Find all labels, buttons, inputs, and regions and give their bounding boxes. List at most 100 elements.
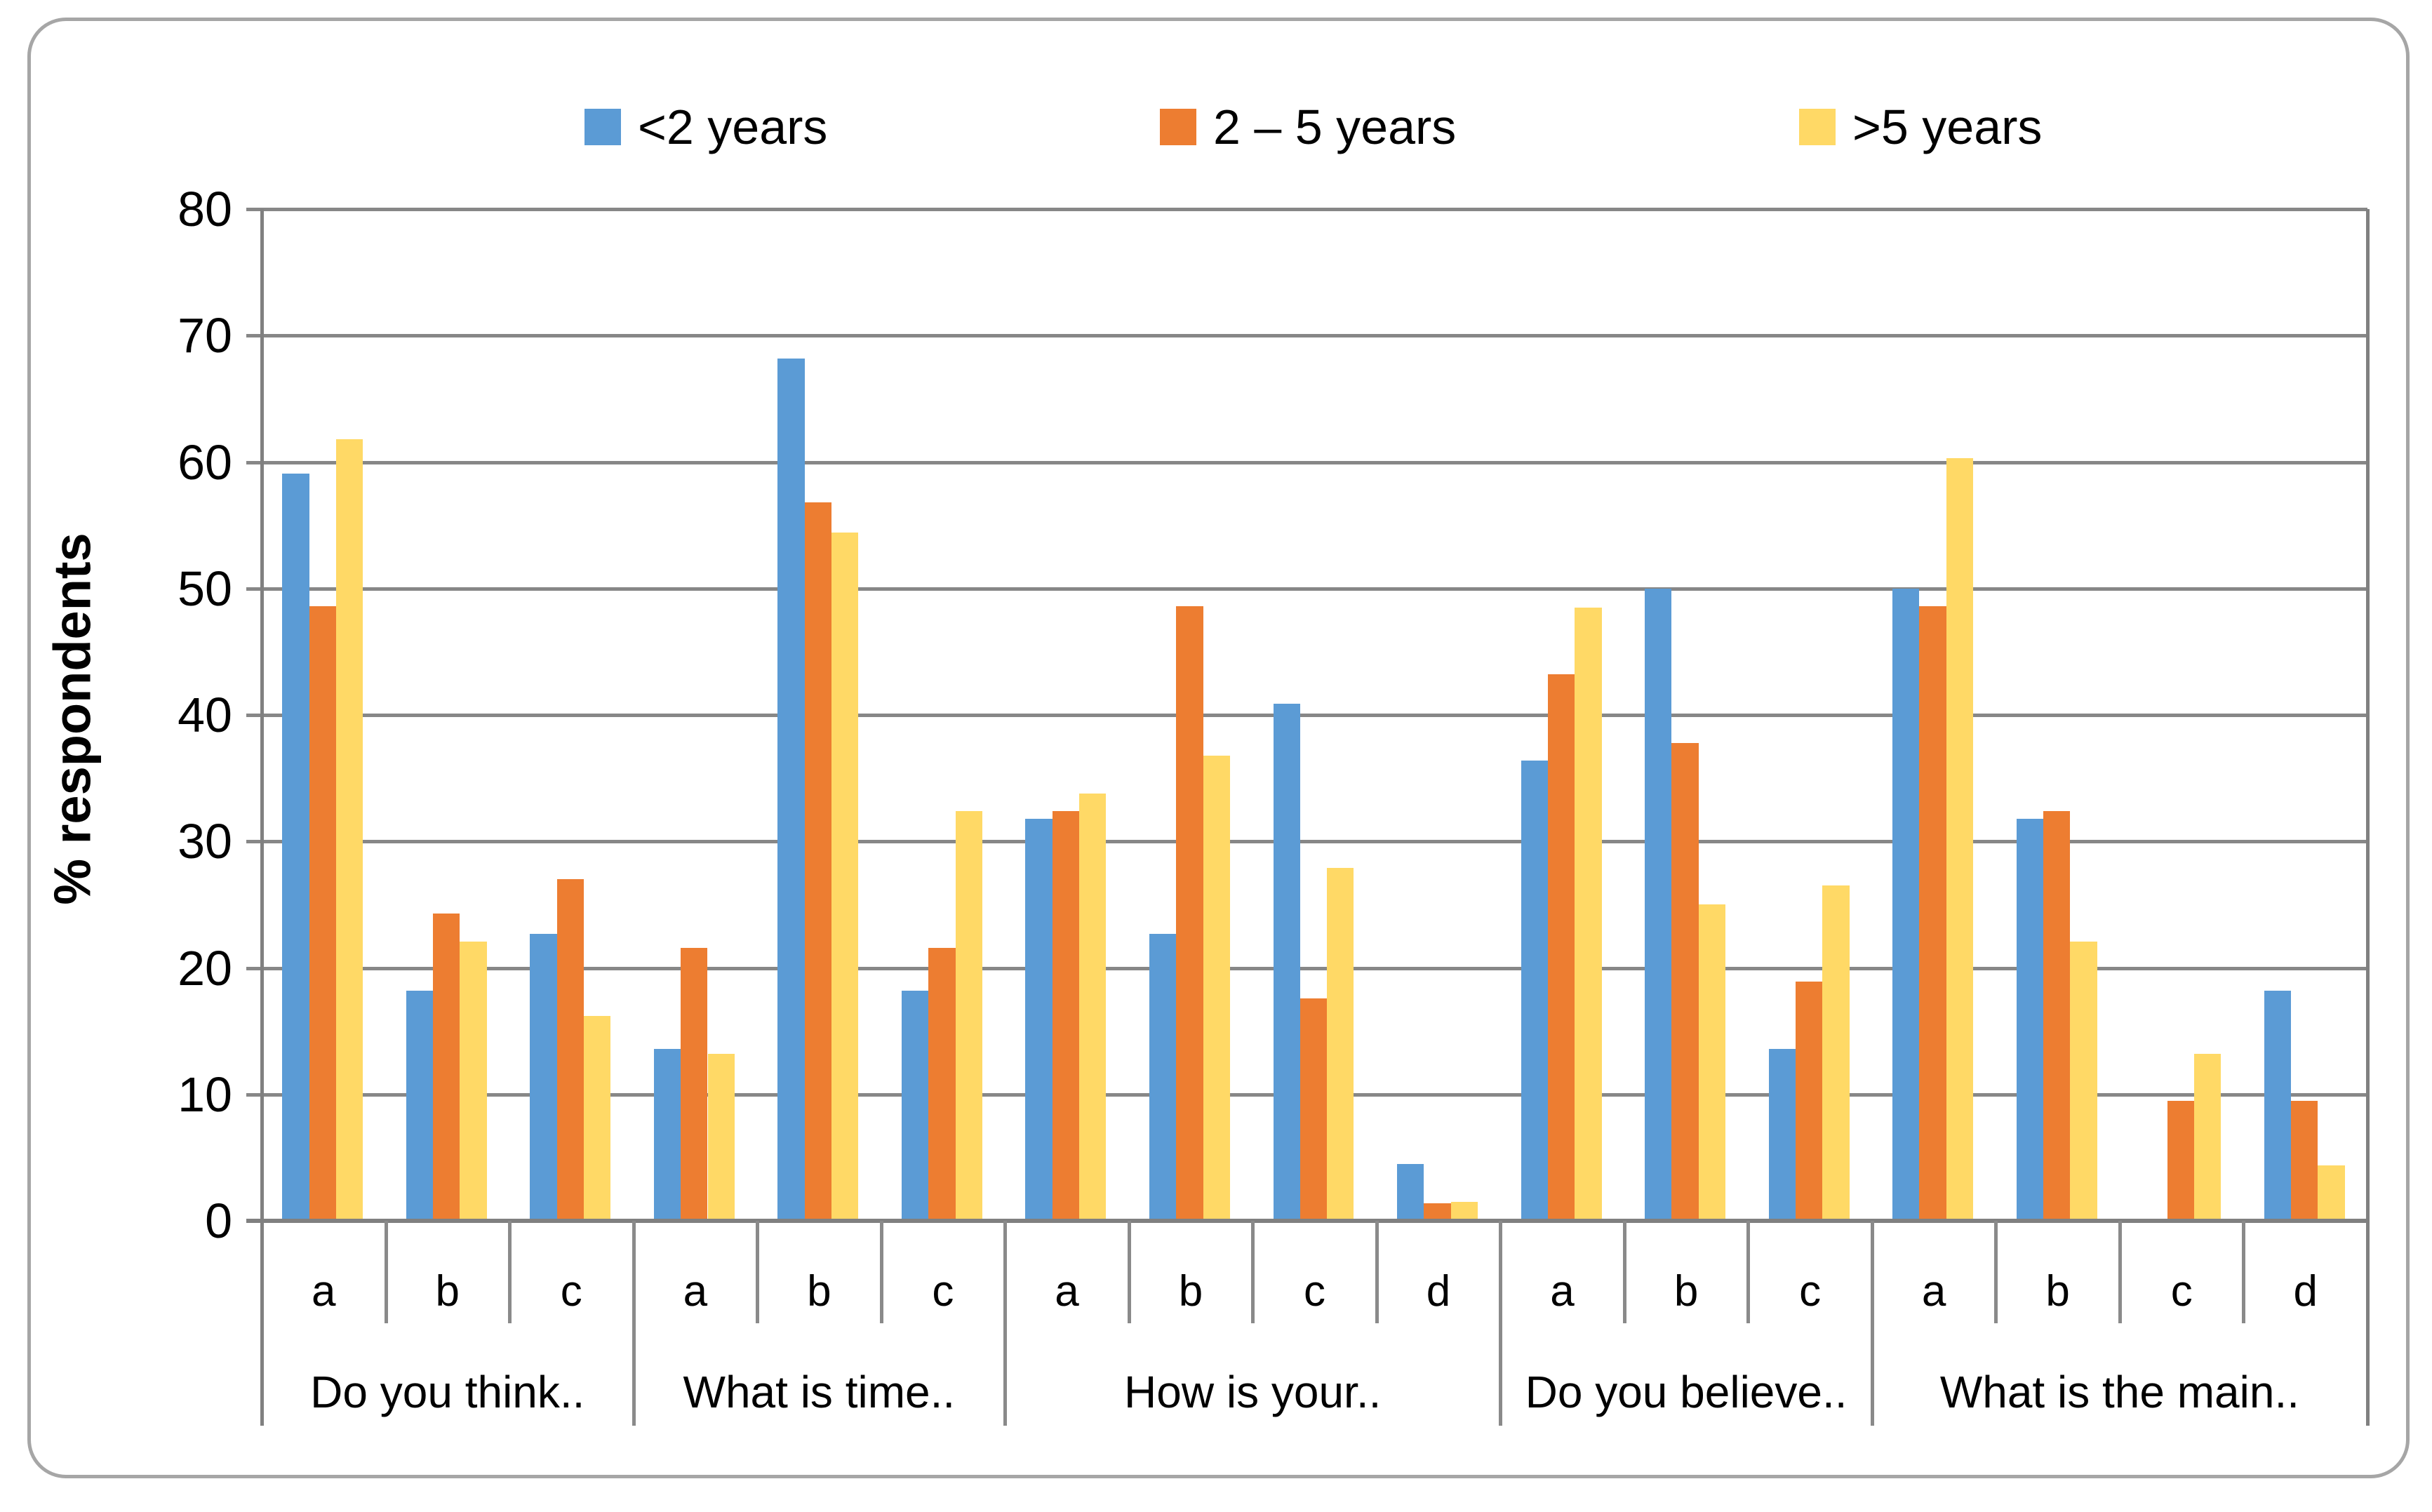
category-separator: [1127, 1221, 1131, 1323]
group-separator: [1499, 1221, 1503, 1426]
bar->5 years-How is your..-d: [1450, 1201, 1478, 1221]
bar-2 – 5 years-What is time..-a: [681, 947, 708, 1221]
bar->5 years-Do you think..-a: [335, 439, 363, 1221]
x-category-label-How is your..-d: d: [1426, 1267, 1451, 1316]
bar->5 years-How is your..-b: [1203, 755, 1230, 1221]
legend-label: <2 years: [638, 100, 828, 154]
bar-<2 years-What is the main..-a: [1892, 588, 1920, 1221]
category-separator: [2118, 1221, 2122, 1323]
y-tick-label-80: 80: [178, 182, 232, 236]
legend-swatch-2-5-years-icon: [1160, 109, 1196, 145]
bar-2 – 5 years-What is the main..-b: [2043, 810, 2071, 1221]
group-separator: [1870, 1221, 1874, 1426]
bar-<2 years-Do you believe..-b: [1645, 588, 1672, 1221]
bar-<2 years-What is time..-b: [777, 358, 805, 1221]
gridline-80: [246, 208, 2367, 211]
bar-2 – 5 years-Do you think..-b: [433, 913, 460, 1221]
x-group-label-What is time..: What is time..: [683, 1367, 956, 1417]
x-group-label-Do you believe..: Do you believe..: [1525, 1367, 1848, 1417]
bar-2 – 5 years-How is your..-d: [1424, 1203, 1451, 1221]
x-category-label-How is your..-b: b: [1178, 1267, 1203, 1316]
legend-label: >5 years: [1852, 100, 2043, 154]
bar-<2 years-How is your..-c: [1273, 703, 1300, 1221]
bar-2 – 5 years-What is the main..-d: [2291, 1100, 2318, 1221]
bar->5 years-What is time..-c: [955, 810, 982, 1221]
bar-2 – 5 years-Do you think..-c: [556, 879, 584, 1221]
plot-right-border: [2366, 209, 2370, 1426]
y-tick-label-10: 10: [178, 1066, 232, 1122]
legend-item-lt2-years: <2 years: [584, 100, 827, 154]
bar-2 – 5 years-Do you believe..-b: [1671, 742, 1699, 1221]
category-separator: [508, 1221, 512, 1323]
bar->5 years-How is your..-a: [1079, 793, 1107, 1221]
x-category-label-What is time..-c: c: [932, 1267, 954, 1316]
bar-2 – 5 years-What is the main..-c: [2167, 1100, 2194, 1221]
category-separator: [1622, 1221, 1626, 1323]
x-category-label-Do you think..-c: c: [560, 1267, 582, 1316]
x-category-label-Do you believe..-c: c: [1799, 1267, 1822, 1316]
y-tick-label-60: 60: [178, 434, 232, 490]
bar-<2 years-What is the main..-d: [2264, 990, 2292, 1221]
x-category-label-Do you think..-a: a: [312, 1267, 336, 1316]
bar->5 years-What is the main..-a: [1946, 458, 1974, 1221]
legend-item-gt5-years: >5 years: [1799, 100, 2042, 154]
legend-swatch-gt5-years-icon: [1799, 109, 1836, 145]
category-separator: [2242, 1221, 2246, 1323]
bar-2 – 5 years-What is time..-b: [804, 502, 832, 1221]
bar->5 years-Do you believe..-b: [1698, 904, 1726, 1221]
bar-2 – 5 years-Do you think..-a: [309, 606, 336, 1221]
category-separator: [1375, 1221, 1379, 1323]
legend-swatch-lt2-years-icon: [584, 109, 621, 145]
bar-<2 years-Do you believe..-c: [1768, 1048, 1796, 1221]
x-category-label-What is time..-a: a: [683, 1267, 708, 1316]
bar-<2 years-What is the main..-b: [2016, 818, 2043, 1221]
bar->5 years-How is your..-c: [1327, 868, 1354, 1221]
bar-2 – 5 years-How is your..-c: [1299, 998, 1328, 1221]
bar-2 – 5 years-Do you believe..-c: [1795, 982, 1823, 1221]
bar->5 years-Do you think..-b: [460, 941, 487, 1221]
bar-<2 years-How is your..-d: [1397, 1163, 1424, 1221]
category-separator: [384, 1221, 388, 1323]
bar->5 years-Do you think..-c: [583, 1015, 611, 1221]
y-axis-line: [260, 209, 264, 1426]
bar-<2 years-How is your..-a: [1025, 818, 1053, 1221]
y-tick-label-70: 70: [178, 308, 232, 363]
group-separator: [1003, 1221, 1008, 1426]
bar->5 years-What is time..-a: [707, 1054, 735, 1221]
legend-label: 2 – 5 years: [1213, 100, 1457, 154]
bar-<2 years-What is time..-a: [653, 1048, 681, 1221]
gridline-60: [246, 460, 2367, 464]
y-axis-title: % respondents: [43, 533, 102, 905]
bar-2 – 5 years-What is the main..-a: [1919, 606, 1946, 1221]
bar-2 – 5 years-What is time..-c: [928, 947, 956, 1221]
y-tick-label-30: 30: [178, 814, 232, 869]
x-category-label-What is the main..-c: c: [2170, 1267, 2193, 1316]
category-separator: [1994, 1221, 1998, 1323]
chart-border: [27, 18, 2410, 1478]
bar-<2 years-How is your..-b: [1149, 933, 1177, 1221]
x-axis-line: [246, 1219, 2367, 1223]
x-category-label-What is time..-b: b: [807, 1267, 831, 1316]
bar->5 years-What is the main..-b: [2070, 941, 2097, 1221]
bar->5 years-Do you believe..-c: [1822, 885, 1850, 1221]
group-separator: [632, 1221, 636, 1426]
bar->5 years-What is the main..-c: [2193, 1054, 2221, 1221]
category-separator: [1251, 1221, 1255, 1323]
y-tick-label-40: 40: [178, 688, 232, 742]
x-category-label-What is the main..-a: a: [1921, 1267, 1946, 1316]
category-separator: [756, 1221, 760, 1323]
x-category-label-Do you think..-b: b: [435, 1267, 460, 1316]
bar-2 – 5 years-How is your..-a: [1052, 810, 1080, 1221]
x-group-label-How is your..: How is your..: [1124, 1367, 1382, 1417]
y-tick-label-20: 20: [178, 940, 232, 996]
bar-<2 years-Do you think..-a: [282, 473, 309, 1221]
category-separator: [879, 1221, 883, 1323]
x-category-label-What is the main..-b: b: [2045, 1267, 2070, 1316]
y-tick-label-0: 0: [205, 1193, 232, 1248]
bar-<2 years-What is time..-c: [901, 990, 929, 1221]
x-category-label-Do you believe..-b: b: [1673, 1267, 1699, 1316]
bar->5 years-Do you believe..-a: [1575, 607, 1602, 1221]
x-category-label-What is the main..-d: d: [2293, 1267, 2318, 1316]
category-separator: [1746, 1221, 1751, 1323]
